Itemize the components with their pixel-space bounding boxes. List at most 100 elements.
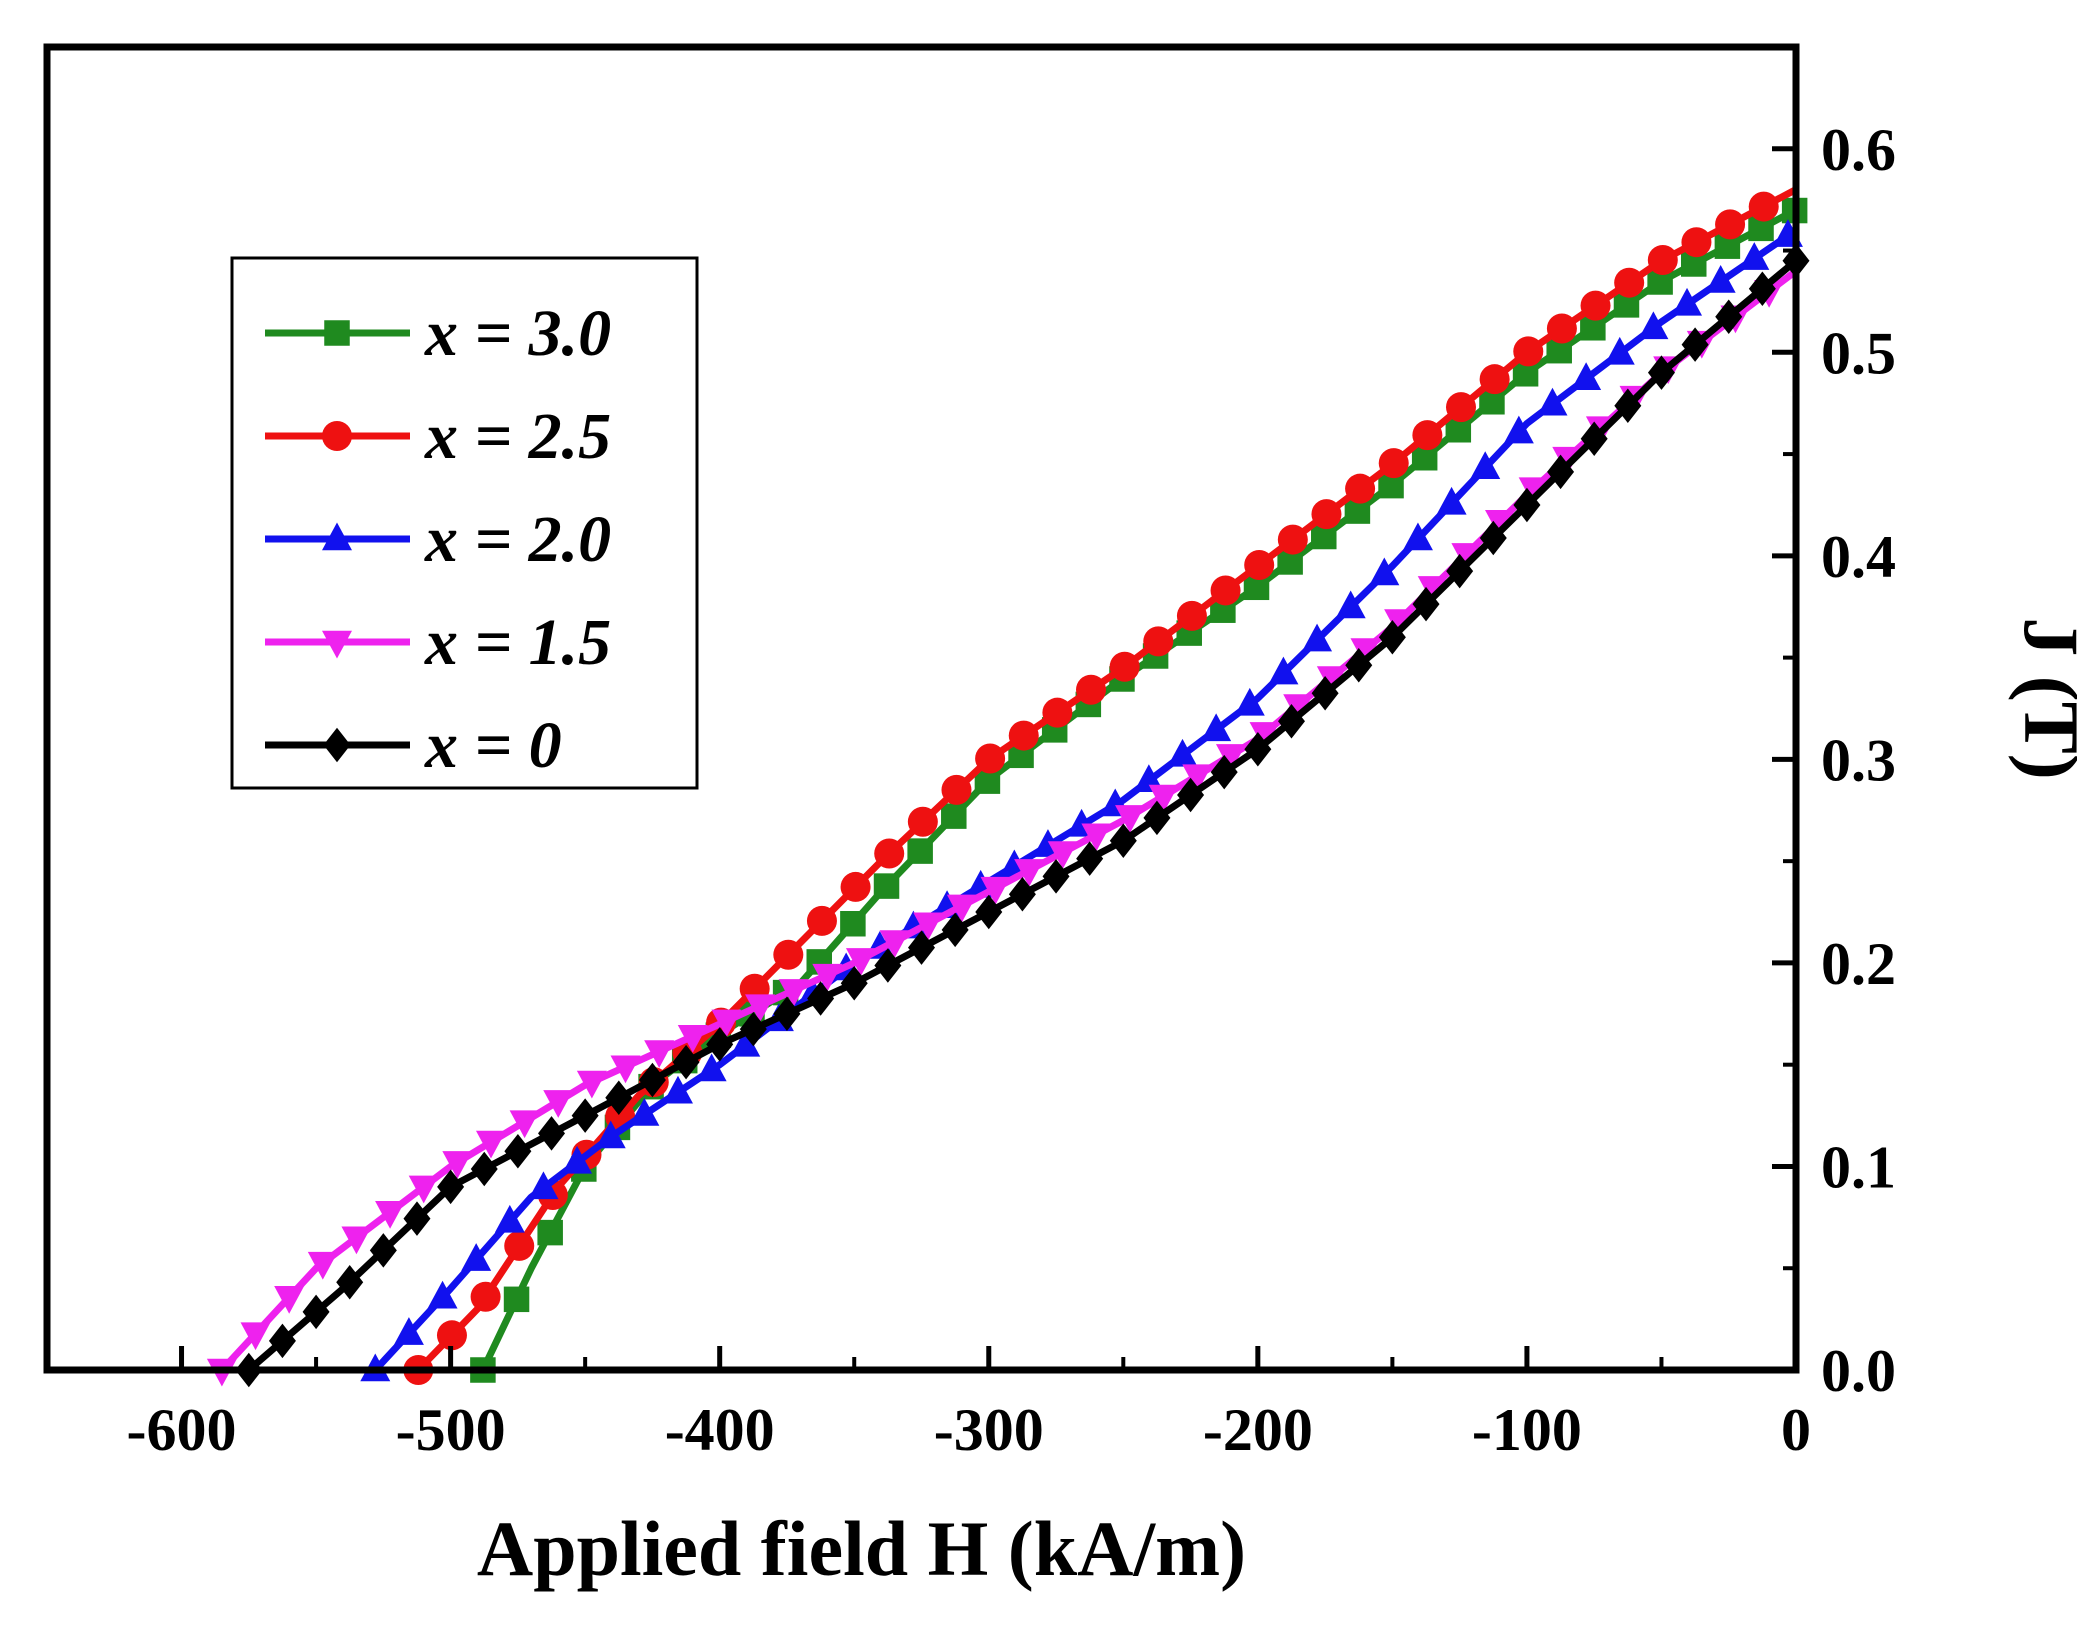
data-point-marker	[840, 871, 871, 902]
y-tick-label: 0.1	[1821, 1134, 1896, 1200]
data-point-marker	[408, 1175, 439, 1204]
data-point-marker	[470, 1281, 501, 1312]
legend-label: x = 1.5	[424, 606, 611, 679]
legend-box	[230, 256, 699, 790]
data-point-marker	[1008, 876, 1036, 912]
data-point-marker	[576, 1070, 607, 1099]
data-point-marker	[1672, 287, 1703, 316]
data-point-marker	[662, 1075, 693, 1104]
data-point-marker	[504, 1230, 535, 1261]
data-point-marker	[941, 803, 967, 829]
data-point-marker	[1042, 697, 1073, 728]
data-point-marker	[1518, 477, 1549, 506]
y-tick-label: 0.5	[1821, 320, 1896, 386]
data-point-marker	[341, 1226, 372, 1255]
data-point-marker	[874, 838, 905, 869]
plot-frame	[43, 43, 1800, 1374]
data-point-marker	[980, 876, 1011, 905]
data-point-marker	[1715, 299, 1743, 334]
data-point-marker	[1143, 800, 1171, 836]
data-point-marker	[1210, 754, 1238, 790]
x-axis: -600 -500 -400 -300 -200 -100 0	[127, 1346, 1811, 1463]
data-point-marker	[907, 806, 938, 837]
data-point-marker	[812, 963, 843, 992]
data-point-marker	[369, 1233, 397, 1268]
data-point-marker	[1143, 626, 1174, 657]
data-point-marker	[1335, 590, 1366, 619]
data-point-marker	[1177, 777, 1205, 813]
data-point-marker	[610, 1055, 641, 1084]
data-point-marker	[1201, 713, 1232, 742]
data-point-marker	[1681, 327, 1709, 362]
data-point-marker	[322, 522, 352, 551]
data-point-marker	[1311, 499, 1342, 530]
data-point-marker	[1076, 841, 1104, 876]
data-point-marker	[1176, 600, 1207, 631]
data-point-marker	[1268, 656, 1299, 685]
data-point-marker	[1244, 731, 1272, 767]
legend-label: x = 2.5	[424, 400, 611, 473]
data-point-marker	[470, 1151, 498, 1187]
data-point-marker	[268, 1323, 296, 1359]
data-point-marker	[427, 1280, 458, 1309]
data-point-marker	[1715, 209, 1746, 240]
data-point-marker	[1234, 687, 1265, 716]
data-point-marker	[323, 727, 351, 763]
data-point-marker	[528, 1171, 559, 1200]
data-point-marker	[1047, 841, 1078, 870]
data-point-marker	[975, 743, 1006, 774]
data-point-marker	[307, 1251, 338, 1280]
data-point-marker	[1681, 227, 1712, 258]
data-point-marker	[1604, 336, 1635, 365]
data-point-marker	[1705, 264, 1736, 293]
data-point-marker	[1614, 388, 1642, 423]
data-point-marker	[1412, 586, 1440, 622]
data-point-marker	[638, 1062, 666, 1098]
data-point-marker	[1470, 451, 1501, 479]
data-point-marker	[605, 1080, 633, 1116]
data-point-marker	[1167, 738, 1198, 767]
x-tick-label: -100	[1472, 1397, 1582, 1463]
data-point-marker	[1647, 245, 1678, 276]
data-point-marker	[1182, 764, 1213, 793]
data-point-marker	[1739, 242, 1770, 270]
data-point-marker	[908, 930, 935, 965]
data-point-marker	[1277, 524, 1308, 555]
x-axis-label: Applied field H (kA/m)	[477, 1505, 1246, 1592]
data-point-marker	[778, 979, 809, 1007]
data-point-marker	[494, 1204, 525, 1233]
data-point-marker	[437, 1169, 465, 1205]
data-point-marker	[1210, 575, 1241, 606]
x-tick-label: 0	[1781, 1397, 1811, 1463]
data-point-marker	[745, 994, 776, 1023]
data-point-marker	[806, 905, 837, 936]
data-point-marker	[504, 1133, 532, 1169]
data-point-marker	[436, 1320, 467, 1351]
data-point-marker	[1479, 364, 1510, 395]
data-point-marker	[1316, 666, 1347, 694]
data-point-marker	[1384, 609, 1415, 637]
y-tick-label: 0.0	[1821, 1338, 1896, 1404]
data-point-marker	[711, 1009, 742, 1038]
data-point-marker	[375, 1201, 406, 1229]
data-point-marker	[461, 1243, 492, 1271]
data-point-marker	[941, 912, 969, 948]
data-point-marker	[840, 966, 868, 1001]
data-point-marker	[1244, 550, 1275, 581]
data-point-marker	[677, 1024, 708, 1053]
data-point-marker	[1302, 623, 1333, 652]
data-point-marker	[773, 996, 801, 1032]
data-point-marker	[946, 894, 977, 923]
data-point-marker	[1345, 473, 1376, 504]
data-point-marker	[1503, 415, 1534, 444]
data-point-marker	[1115, 805, 1146, 833]
data-point-marker	[730, 1028, 761, 1057]
y-tick-label: 0.2	[1821, 931, 1896, 997]
data-point-marker	[1647, 355, 1675, 390]
data-point-marker	[706, 1027, 734, 1062]
y-tick-label: 0.4	[1821, 524, 1896, 590]
data-point-marker	[1580, 421, 1608, 457]
data-point-marker	[840, 910, 866, 937]
data-point-marker	[879, 930, 910, 959]
x-tick-label: -500	[396, 1397, 506, 1463]
